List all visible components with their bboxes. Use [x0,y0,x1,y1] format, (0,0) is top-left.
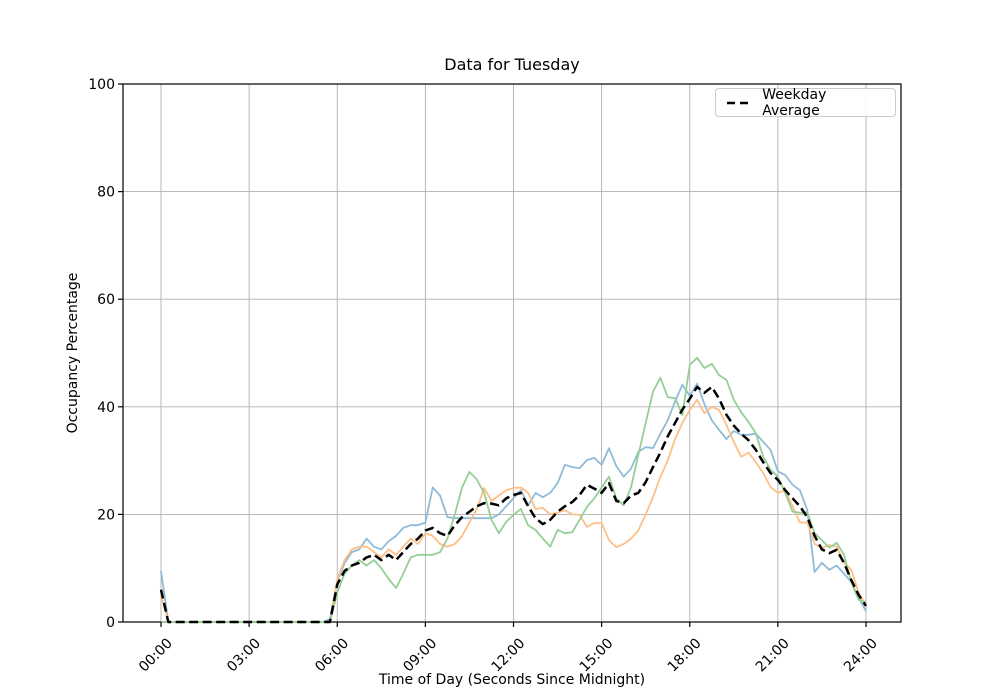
x-tick-label: 15:00 [577,636,617,676]
y-tick-labels: 0 20 40 60 80 100 [88,77,115,631]
series-line-average [159,385,868,624]
x-tick-label: 09:00 [400,636,440,676]
y-tick-label: 100 [88,77,115,93]
x-tick-label: 03:00 [224,636,264,676]
x-tick-labels: 00:00 03:00 06:00 09:00 12:00 15:00 18:00 21:00… [136,636,881,676]
x-tick-label: 12:00 [488,636,528,676]
x-tick-label: 00:00 [136,636,176,676]
x-tick-label: 18:00 [665,636,705,676]
grid-lines [123,83,901,623]
data-series [159,356,868,624]
x-axis-label: Time of Day (Seconds Since Midnight) [378,672,645,688]
y-tick-label: 0 [106,615,115,631]
legend-dash-icon [727,101,753,104]
y-axis-label: Occupancy Percentage [65,273,81,434]
x-tick-label: 21:00 [753,636,793,676]
y-tick-label: 40 [97,400,115,416]
x-tick-label: 06:00 [312,636,352,676]
legend-label: Weekday Average [762,86,827,119]
plot-border [122,83,902,623]
axis-ticks [118,83,867,627]
y-tick-label: 60 [97,292,115,308]
x-tick-label: 24:00 [841,636,881,676]
y-tick-label: 20 [97,507,115,523]
legend: Weekday Average [715,86,896,119]
y-tick-label: 80 [97,185,115,201]
chart-title: Data for Tuesday [444,55,579,74]
